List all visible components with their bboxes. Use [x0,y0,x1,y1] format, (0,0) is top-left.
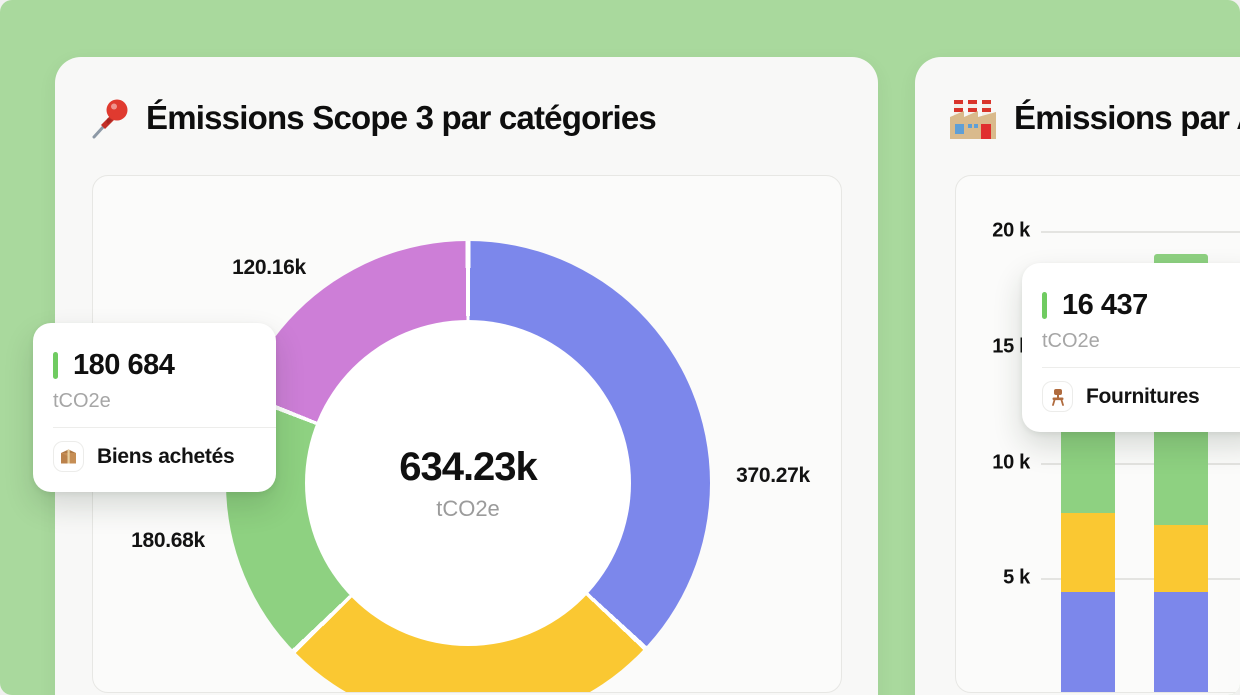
emissions-by-card-title: Émissions par A [1014,99,1240,136]
bar-segment-blue[interactable] [1154,592,1208,692]
green-indicator-bar [1042,292,1047,319]
donut-chart: 634.23k tCO2e [226,241,710,692]
bar-tooltip: 16 437 tCO2e Fournitures [1022,263,1240,432]
bar-segment-yellow[interactable] [1154,524,1208,593]
y-tick-5k: 5 k [1003,566,1030,589]
donut-tooltip-unit: tCO2e [53,390,111,412]
bar-tooltip-unit: tCO2e [1042,330,1100,352]
gridline-10k [1041,463,1240,465]
donut-total-value: 634.23k [399,444,538,489]
category-icon-frame [53,441,84,472]
package-icon [61,449,76,464]
scope3-card-title: Émissions Scope 3 par catégories [146,99,657,136]
donut-tooltip: 180 684 tCO2e Biens achetés [33,323,276,492]
bar-tooltip-category: Fournitures [1086,384,1200,408]
scope3-card-header: Émissions Scope 3 par catégories [88,93,657,143]
bar-tooltip-value: 16 437 [1062,289,1148,321]
category-icon-frame [1042,381,1073,412]
scope3-categories-card: Émissions Scope 3 par catégories 634.23k… [55,57,878,695]
donut-label-blue: 370.27k [736,464,810,487]
bar-segment-blue[interactable] [1061,592,1115,692]
donut-tooltip-value-row: 180 684 [53,349,256,382]
green-indicator-bar [53,352,58,379]
donut-tooltip-category: Biens achetés [97,444,235,468]
emissions-by-card-header: Émissions par A [948,93,1240,143]
pushpin-icon [92,99,128,139]
bar-panel: 20 k 15 k 10 k 5 k [955,175,1240,693]
donut-label-green: 180.68k [131,529,205,552]
bar-segment-yellow[interactable] [1061,513,1115,593]
donut-tooltip-value: 180 684 [73,349,175,381]
factory-icon [950,100,996,139]
y-tick-20k: 20 k [992,219,1030,242]
donut-center: 634.23k tCO2e [305,320,631,646]
tooltip-divider [1042,367,1240,368]
gridline-20k [1041,231,1240,233]
bar-tooltip-category-row: Fournitures [1042,381,1240,412]
donut-label-pink: 120.16k [232,256,306,279]
bar-tooltip-value-row: 16 437 [1042,289,1240,322]
donut-tooltip-category-row: Biens achetés [53,441,256,472]
y-tick-10k: 10 k [992,451,1030,474]
chair-icon [1051,388,1064,406]
donut-total-unit: tCO2e [436,495,500,521]
gridline-5k [1041,578,1240,580]
y-tick-15k: 15 k [992,335,1030,358]
tooltip-divider [53,427,276,428]
